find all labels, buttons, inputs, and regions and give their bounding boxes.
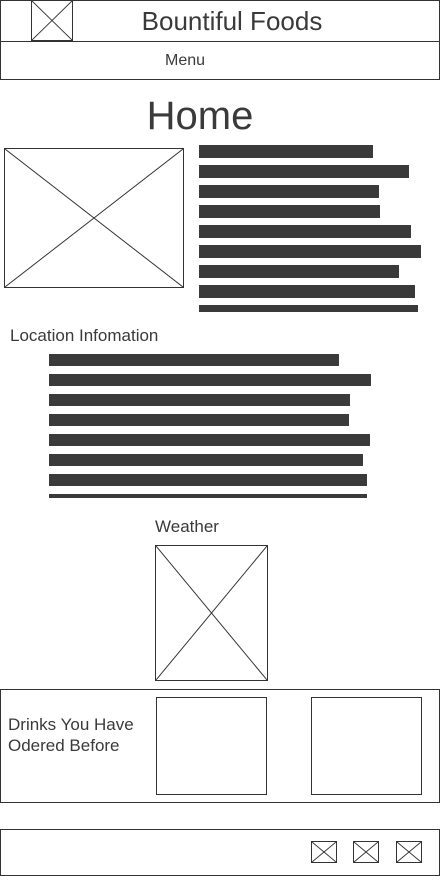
text-line-placeholder [49,454,363,466]
social-placeholder-icon[interactable] [311,841,337,863]
text-line-placeholder [49,414,349,426]
social-placeholder-icon[interactable] [396,841,422,863]
text-line-placeholder [49,474,367,486]
text-line-placeholder [49,394,350,406]
text-line-placeholder [199,265,399,278]
text-line-placeholder [199,305,418,312]
weather-title: Weather [155,517,219,536]
text-line-placeholder [49,354,339,366]
drink-card[interactable] [156,697,267,795]
text-line-placeholder [199,145,373,158]
social-placeholder-icon[interactable] [353,841,379,863]
weather-image-placeholder-icon [155,545,268,681]
text-line-placeholder [199,185,379,198]
text-line-placeholder [199,285,415,298]
text-line-placeholder [199,245,421,258]
text-line-placeholder [199,225,411,238]
logo-image-placeholder-icon[interactable] [31,0,73,41]
page-title: Home [146,94,254,138]
text-line-placeholder [49,374,371,386]
text-line-placeholder [199,165,409,178]
drinks-title: Drinks You Have Odered Before [8,715,134,755]
text-line-placeholder [49,494,367,498]
header-bar [0,0,440,42]
text-line-placeholder [49,434,370,446]
text-line-placeholder [199,205,380,218]
location-title: Location Infomation [10,326,159,345]
menu-button[interactable]: Menu [164,52,206,69]
hero-image-placeholder-icon [4,148,184,288]
drink-card[interactable] [311,697,422,795]
site-title: Bountiful Foods [141,6,323,36]
menu-bar[interactable] [0,41,440,80]
